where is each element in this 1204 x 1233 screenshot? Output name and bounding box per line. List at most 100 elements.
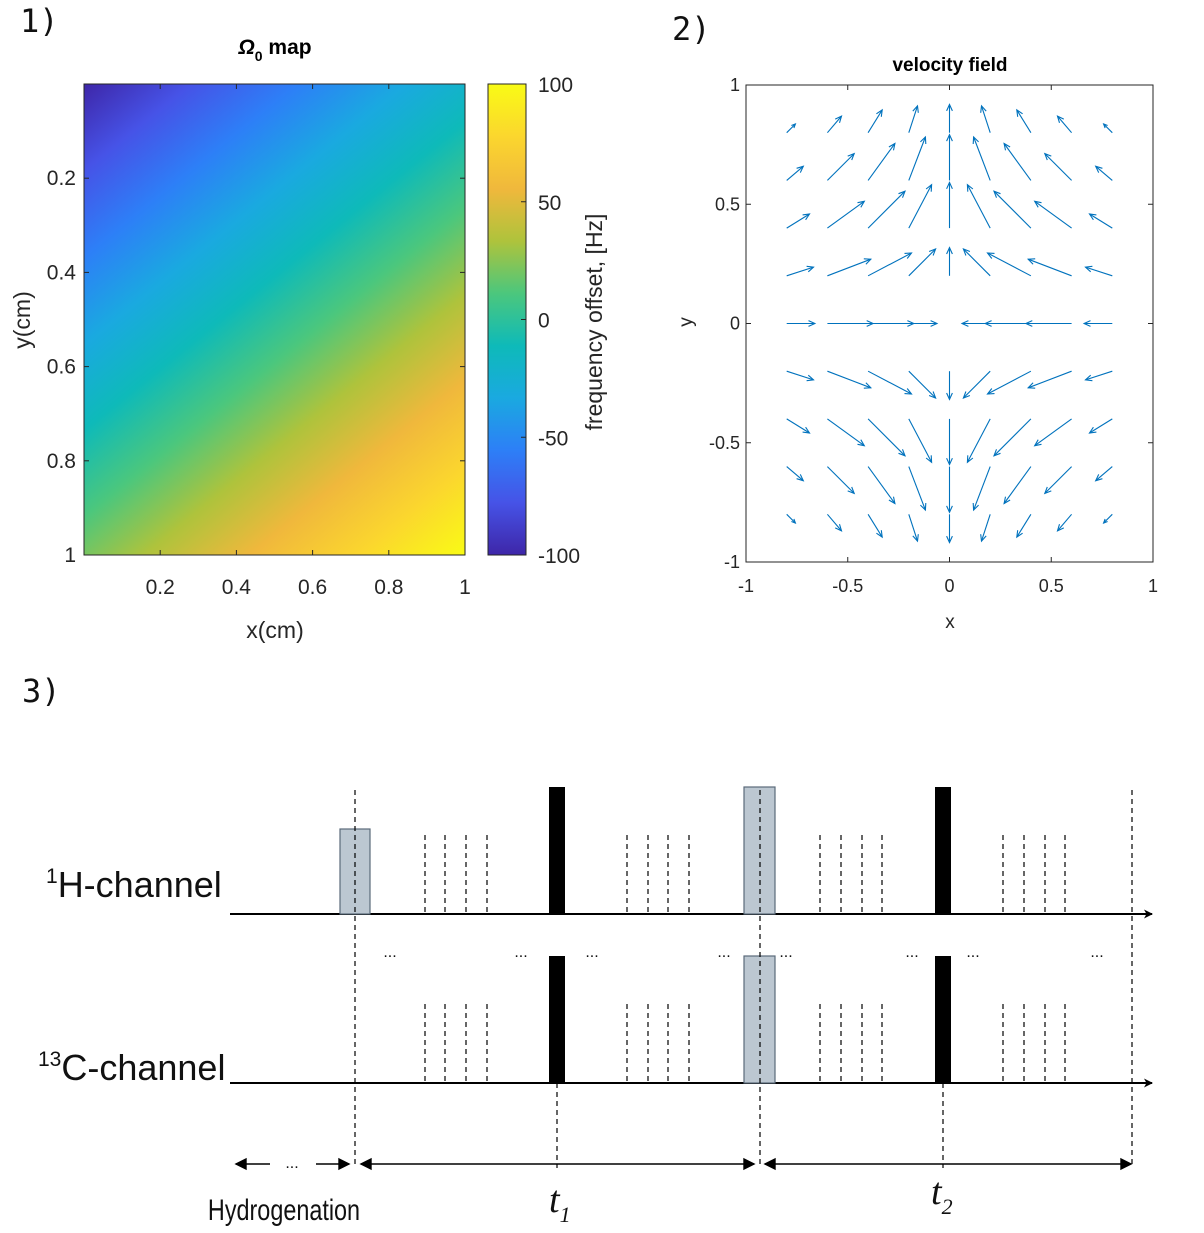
quiver-arrowhead bbox=[1026, 258, 1036, 265]
quiver-arrow bbox=[786, 513, 796, 524]
h-hard-pulse-2 bbox=[935, 787, 951, 914]
quiver-arrowhead bbox=[946, 457, 953, 466]
quiver-arrowhead bbox=[972, 135, 979, 145]
heatmap-image bbox=[84, 84, 465, 555]
quiver-arrow bbox=[867, 370, 912, 395]
quiver-arrow bbox=[1103, 513, 1113, 524]
quiver-y-tick-label: -0.5 bbox=[709, 433, 740, 453]
quiver-arrowhead bbox=[802, 426, 811, 434]
delay-lines bbox=[424, 835, 1066, 1083]
quiver-arrow bbox=[966, 184, 991, 229]
quiver-arrow bbox=[1085, 266, 1113, 277]
quiver-arrow bbox=[1016, 514, 1032, 538]
t2-arrowhead-right bbox=[1120, 1157, 1133, 1171]
quiver-arrowhead bbox=[808, 320, 817, 327]
quiver-arrowhead bbox=[863, 382, 873, 389]
quiver-arrowhead bbox=[993, 449, 1001, 457]
quiver-title: velocity field bbox=[892, 55, 1007, 76]
colorbar-tick-label: -100 bbox=[538, 545, 580, 568]
quiver-arrow bbox=[1003, 466, 1032, 504]
quiver-x-label: x bbox=[945, 612, 955, 633]
heatmap-frame bbox=[83, 83, 466, 556]
heatmap-y-label: y(cm) bbox=[9, 291, 35, 348]
colorbar bbox=[488, 84, 526, 555]
quiver-arrowhead bbox=[946, 392, 953, 401]
quiver-x-tick-label: -0.5 bbox=[832, 576, 863, 596]
omega-map-chart: Ω0 map 0.2 0.4 0.6 0.8 1 0.20.40.60.81 x(cm)… bbox=[9, 36, 607, 643]
t2-label: t2 bbox=[931, 1171, 953, 1219]
quiver-arrow bbox=[1103, 123, 1113, 134]
quiver-arrowhead bbox=[806, 374, 815, 382]
ellipsis: ... bbox=[717, 944, 730, 961]
quiver-arrow bbox=[1034, 200, 1072, 229]
quiver-arrowhead bbox=[806, 265, 815, 273]
quiver-arrowhead bbox=[1088, 426, 1097, 434]
pulse-sequence-diagram: 1H-channel 13C-channel bbox=[38, 786, 1153, 1227]
quiver-arrowhead bbox=[1082, 320, 1091, 327]
heatmap-y-tick-label: 0.6 bbox=[47, 356, 76, 379]
quiver-arrow bbox=[786, 165, 804, 181]
quiver-arrow bbox=[1034, 418, 1072, 447]
c-hard-pulse-2 bbox=[935, 956, 951, 1083]
panel-label-2: 2) bbox=[672, 10, 711, 48]
h-hard-pulse-1 bbox=[549, 787, 565, 914]
quiver-arrowhead bbox=[857, 200, 866, 208]
event-markers bbox=[354, 790, 1133, 1168]
colorbar-ticks: 100 50 0 -50 -100 bbox=[521, 74, 580, 568]
c-channel-label: 13C-channel bbox=[38, 1047, 225, 1088]
quiver-arrow bbox=[827, 258, 871, 277]
heatmap-x-tick-label: 0.4 bbox=[222, 576, 252, 599]
heatmap-title-suffix: map bbox=[263, 36, 312, 59]
quiver-arrowhead bbox=[1003, 142, 1011, 151]
quiver-arrowhead bbox=[802, 213, 811, 221]
quiver-arrow bbox=[1003, 143, 1032, 181]
quiver-arrow bbox=[867, 190, 906, 229]
heatmap-x-tick-label: 0.2 bbox=[146, 576, 175, 599]
quiver-arrowhead bbox=[1033, 439, 1042, 447]
quiver-arrowhead bbox=[791, 518, 797, 524]
quiver-y-tick-label: 0 bbox=[730, 314, 740, 334]
quiver-arrow bbox=[1085, 370, 1113, 381]
quiver-arrowhead bbox=[925, 183, 933, 192]
colorbar-tick-label: -50 bbox=[538, 427, 568, 450]
quiver-arrow bbox=[987, 252, 1032, 277]
quiver-arrow bbox=[980, 105, 991, 133]
h-channel-superscript: 1 bbox=[46, 865, 58, 888]
quiver-arrowhead bbox=[983, 320, 992, 327]
heatmap-title-symbol: Ω bbox=[237, 36, 254, 59]
quiver-arrow bbox=[973, 136, 991, 181]
heatmap-title-subscript: 0 bbox=[255, 48, 263, 64]
quiver-arrow bbox=[826, 115, 842, 134]
quiver-arrow bbox=[1016, 109, 1032, 133]
heatmap-x-tick-label: 0.8 bbox=[374, 576, 403, 599]
quiver-arrow bbox=[1028, 370, 1072, 389]
quiver-arrowhead bbox=[962, 248, 971, 256]
heatmap-title: Ω0 map bbox=[237, 36, 311, 64]
quiver-arrow bbox=[980, 514, 991, 542]
t2-label-subscript: 2 bbox=[942, 1194, 953, 1219]
quiver-arrowhead bbox=[993, 190, 1001, 198]
quiver-arrow bbox=[827, 153, 855, 181]
quiver-arrowhead bbox=[847, 486, 856, 495]
quiver-arrow bbox=[987, 370, 1032, 395]
quiver-arrow bbox=[908, 105, 919, 133]
ellipsis: ... bbox=[383, 944, 396, 961]
quiver-arrowhead bbox=[1084, 265, 1093, 273]
quiver-x-tick-label: 0.5 bbox=[1039, 576, 1064, 596]
quiver-arrowhead bbox=[946, 246, 953, 255]
quiver-arrowhead bbox=[925, 455, 933, 464]
quiver-arrowhead bbox=[980, 534, 987, 543]
quiver-arrow bbox=[867, 252, 912, 277]
quiver-arrowhead bbox=[847, 152, 856, 161]
quiver-arrow bbox=[908, 514, 919, 542]
t1-label-subscript: 1 bbox=[560, 1202, 571, 1227]
quiver-arrowhead bbox=[1016, 108, 1023, 117]
quiver-y-label: y bbox=[676, 317, 697, 327]
ellipsis: ... bbox=[779, 944, 792, 961]
quiver-arrow bbox=[908, 370, 936, 399]
t2-label-main: t bbox=[931, 1171, 943, 1213]
quiver-arrowhead bbox=[946, 181, 953, 190]
quiver-arrowhead bbox=[1056, 115, 1065, 123]
quiver-arrow bbox=[786, 123, 796, 134]
quiver-arrowhead bbox=[972, 502, 979, 512]
